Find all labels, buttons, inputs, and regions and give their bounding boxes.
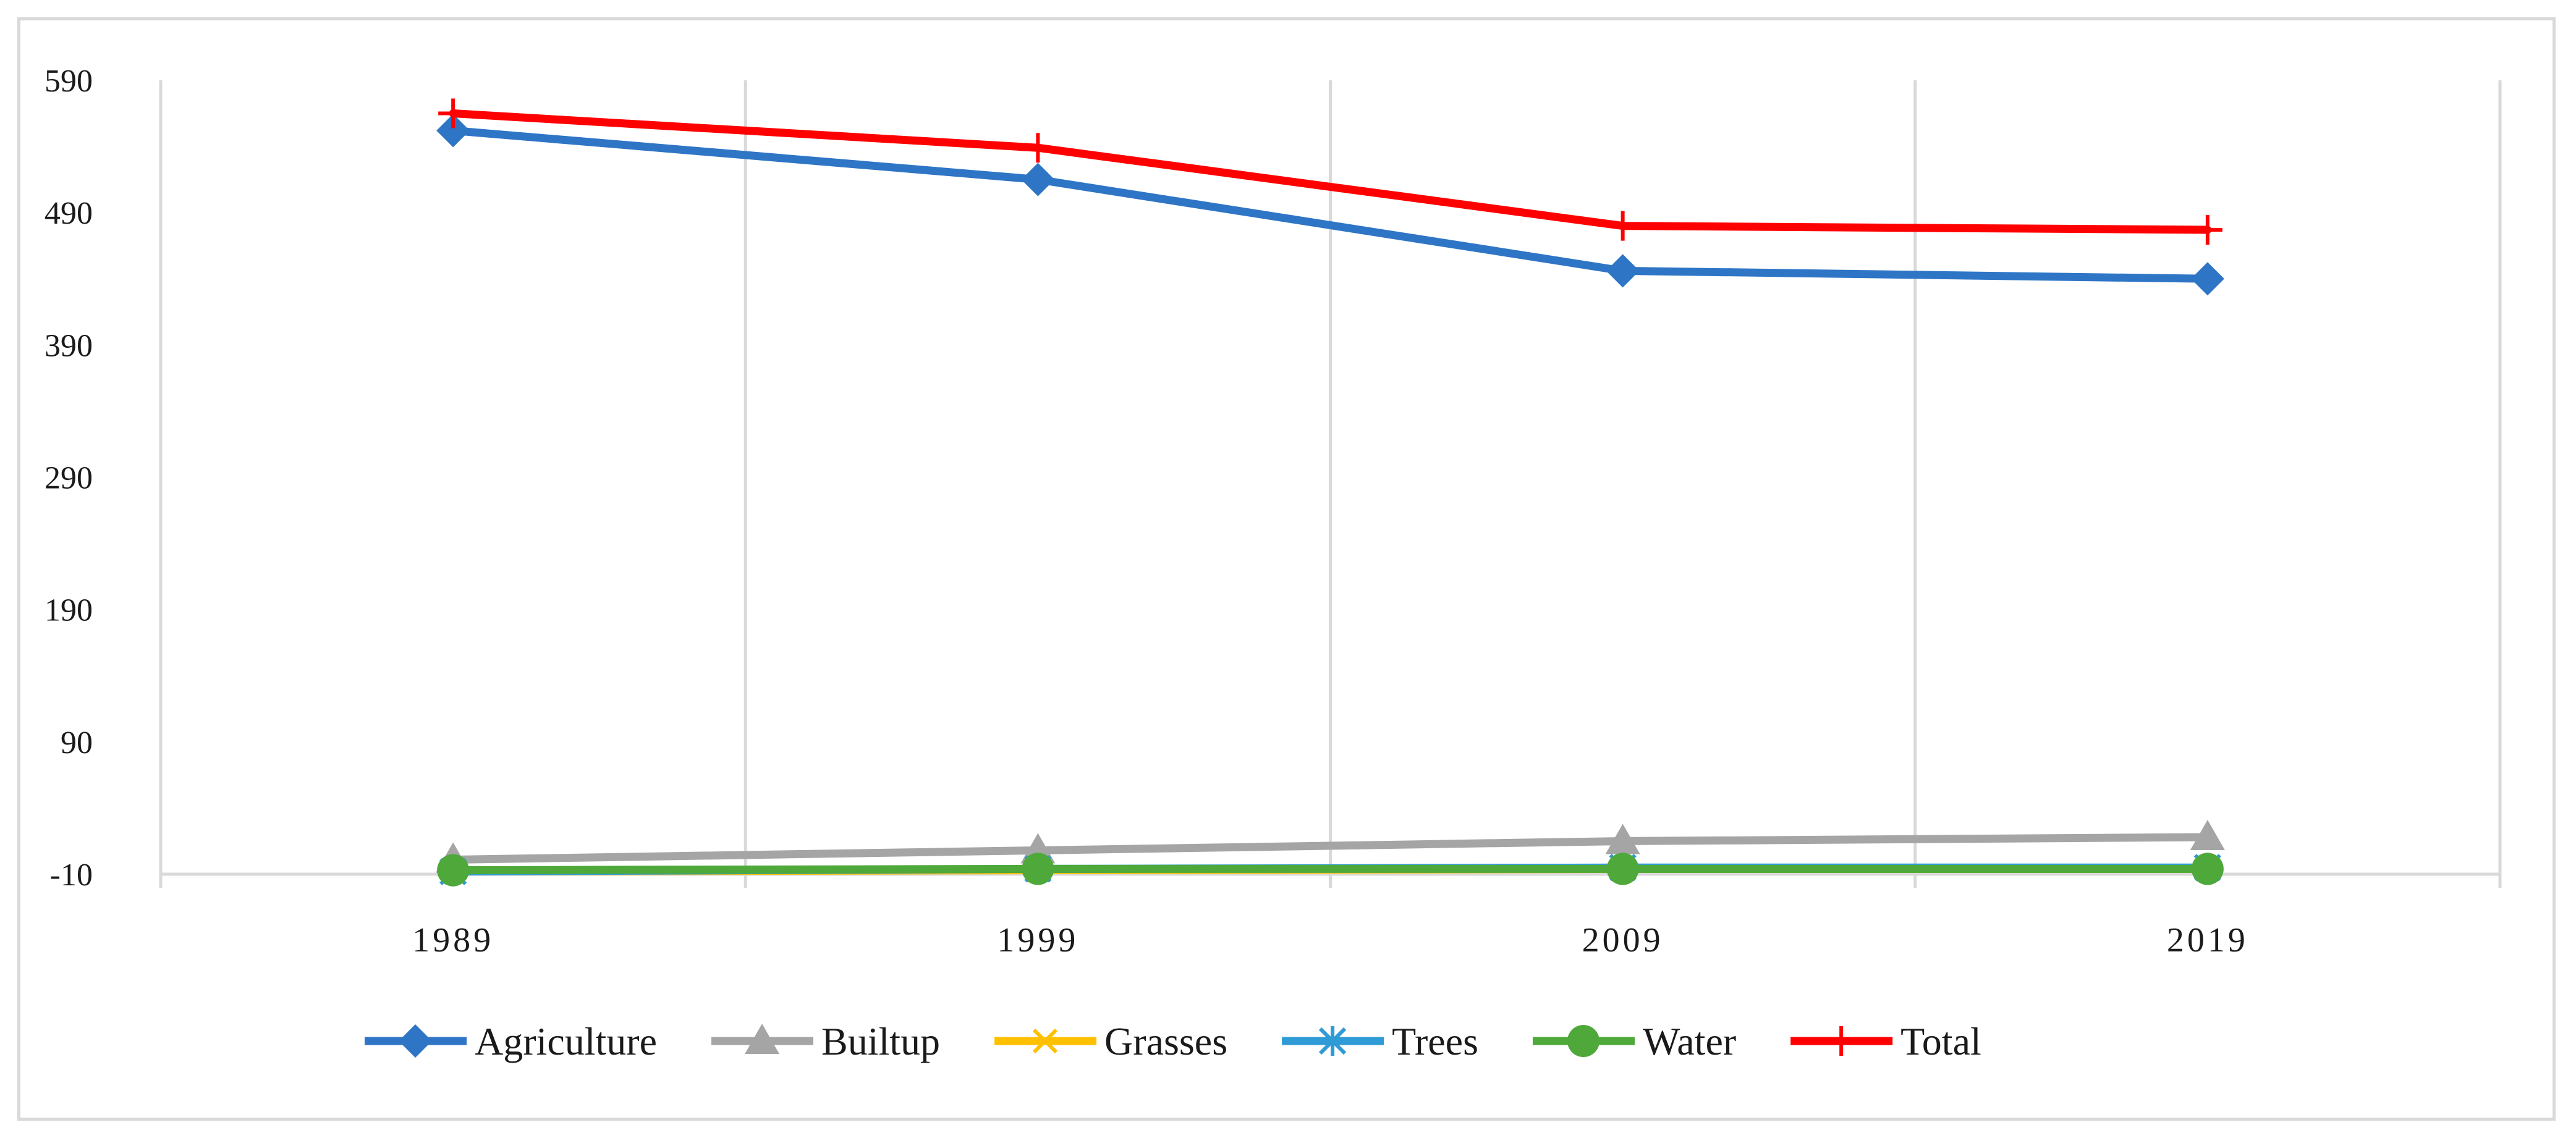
legend-item-trees: Trees: [1282, 1019, 1478, 1063]
legend-item-agriculture: Agriculture: [365, 1019, 657, 1063]
point-agriculture: [1606, 254, 1640, 288]
point-water: [2191, 853, 2224, 885]
series-total: [438, 98, 2222, 245]
line-total: [449, 109, 2212, 234]
x-tick-label: 2009: [1582, 921, 1664, 959]
y-tick-label: 490: [44, 196, 93, 231]
point-total: [1608, 211, 1638, 241]
chart-frame: [17, 17, 2556, 1121]
point-water: [1606, 853, 1639, 885]
legend-marker-total: [1826, 1026, 1857, 1056]
y-tick-label: -10: [50, 858, 93, 893]
x-tick-label: 1989: [412, 921, 494, 959]
legend-marker-trees: [1318, 1026, 1347, 1056]
legend-label-builtup: Builtup: [821, 1019, 940, 1063]
x-tick-label: 1999: [997, 921, 1078, 959]
series-lines: [436, 98, 2225, 887]
line-agriculture: [449, 126, 2212, 283]
legend: Agriculture Builtup Grasses Trees Water Total: [365, 1019, 1981, 1063]
y-tick-label: 90: [61, 725, 93, 761]
legend-item-total: Total: [1790, 1019, 1981, 1063]
series-agriculture: [436, 114, 2224, 296]
legend-item-grasses: Grasses: [994, 1019, 1227, 1063]
point-water: [1022, 853, 1054, 885]
legend-item-water: Water: [1532, 1019, 1736, 1063]
legend-label-total: Total: [1900, 1019, 1981, 1063]
point-water: [437, 854, 470, 887]
x-tick-label: 2019: [2167, 921, 2248, 959]
point-total: [1023, 133, 1053, 163]
point-builtup: [2190, 820, 2225, 851]
series-water: [437, 853, 2224, 887]
point-total: [2192, 215, 2222, 245]
point-builtup: [1605, 824, 1640, 854]
y-tick-label: 190: [44, 593, 93, 628]
legend-marker-water: [1567, 1025, 1599, 1057]
legend-label-grasses: Grasses: [1104, 1019, 1227, 1063]
point-agriculture: [2190, 262, 2224, 296]
gridlines: [159, 80, 2502, 874]
y-tick-label: 590: [44, 64, 93, 99]
legend-item-builtup: Builtup: [711, 1019, 940, 1063]
legend-label-water: Water: [1643, 1019, 1736, 1063]
legend-label-agriculture: Agriculture: [475, 1019, 657, 1063]
line-water: [449, 864, 2212, 875]
legend-marker-grasses: [1032, 1028, 1058, 1054]
legend-marker-builtup: [745, 1024, 779, 1054]
line-builtup: [449, 833, 2212, 864]
y-tick-label: 390: [44, 328, 93, 363]
point-agriculture: [436, 114, 470, 148]
point-agriculture: [1021, 162, 1055, 196]
legend-marker-agriculture: [399, 1024, 432, 1058]
axes: 590 490 390 290 190 90 -10 1989 1999 2009 2019: [44, 64, 2502, 959]
legend-label-trees: Trees: [1392, 1019, 1478, 1063]
point-total: [438, 98, 468, 129]
y-tick-label: 290: [44, 461, 93, 496]
